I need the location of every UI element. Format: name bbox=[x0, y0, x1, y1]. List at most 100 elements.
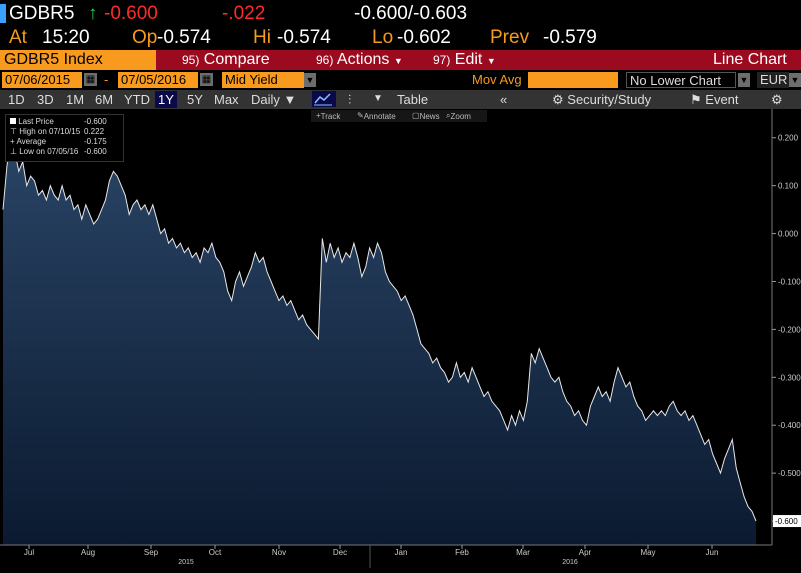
track-button[interactable]: + Track bbox=[316, 111, 341, 121]
open-label: Op bbox=[132, 27, 158, 48]
x-tick-label: Jul bbox=[24, 548, 34, 557]
annotate-label: Annotate bbox=[363, 112, 396, 121]
news-label: News bbox=[419, 112, 440, 121]
compare-label: Compare bbox=[203, 51, 270, 68]
security-study-button[interactable]: ⚙ Security/Study bbox=[552, 92, 651, 108]
chevron-down-icon[interactable]: ▼ bbox=[304, 73, 316, 87]
x-tick-label: Dec bbox=[333, 548, 347, 557]
compare-num: 95) bbox=[182, 53, 200, 67]
chevron-down-icon[interactable]: ▼ bbox=[789, 73, 801, 87]
frequency-label: Daily bbox=[251, 92, 280, 107]
start-date-field[interactable]: 07/06/2015 bbox=[2, 72, 82, 88]
legend-high: ⊤ High on 07/10/15 bbox=[10, 127, 81, 136]
net-change: -0.600 bbox=[104, 3, 158, 24]
y-tick-label: -0.400 bbox=[778, 421, 801, 430]
low-label: Low on 07/05/16 bbox=[19, 147, 79, 156]
last-value-tag bbox=[773, 515, 801, 528]
menu-bar: GDBR5 Index 95) Compare 96) Actions ▼ 97… bbox=[0, 50, 801, 70]
caret-down-icon: ▼ bbox=[393, 56, 403, 66]
quote-stats: At 15:20 Op -0.574 Hi -0.574 Lo -0.602 P… bbox=[0, 26, 801, 50]
x-tick-label: Nov bbox=[272, 548, 286, 557]
chart-type: Line Chart bbox=[713, 51, 787, 68]
caret-down-icon: ▼ bbox=[283, 92, 297, 107]
at-label: At bbox=[9, 27, 27, 48]
table-button[interactable]: Table bbox=[397, 92, 429, 107]
price-chart[interactable]: 0.200 0.100 0.000 -0.100 -0.200 -0.300 -0.400 -… bbox=[0, 109, 801, 568]
last-price-label: Last Price bbox=[18, 117, 54, 126]
field-select[interactable]: Mid Yield bbox=[222, 72, 304, 88]
prev-label: Prev bbox=[490, 27, 530, 48]
compare-button[interactable]: 95) Compare bbox=[182, 51, 270, 69]
security-label: GDBR5 Index bbox=[4, 51, 103, 68]
x-tick-label: Jan bbox=[395, 548, 408, 557]
up-arrow-icon: ↑ bbox=[88, 3, 98, 24]
range-1m[interactable]: 1M bbox=[66, 92, 85, 107]
date-bar: 07/06/2015 ▦ - 07/05/2016 ▦ Mid Yield ▼ … bbox=[0, 70, 801, 90]
range-ytd[interactable]: YTD bbox=[124, 92, 150, 107]
low-value: -0.600 bbox=[84, 147, 107, 156]
y-tick-label: 0.200 bbox=[778, 134, 799, 143]
ticker: GDBR5 bbox=[9, 3, 75, 24]
price-area bbox=[3, 133, 756, 545]
x-tick-label: Aug bbox=[81, 548, 95, 557]
x-year-label: 2016 bbox=[562, 559, 578, 566]
legend-low: ⊥ Low on 07/05/16 bbox=[10, 147, 79, 156]
range-5y[interactable]: 5Y bbox=[187, 92, 203, 107]
range-1y[interactable]: 1Y bbox=[155, 91, 177, 108]
annotate-button[interactable]: ✎ Annotate bbox=[357, 111, 396, 121]
actions-num: 96) bbox=[316, 53, 334, 67]
event-button[interactable]: ⚑ Event bbox=[690, 92, 739, 108]
news-button[interactable]: ▢ News bbox=[412, 111, 440, 121]
open-value: -0.574 bbox=[157, 27, 211, 48]
edit-button[interactable]: 97) Edit ▼ bbox=[433, 51, 496, 69]
high-value: 0.222 bbox=[84, 127, 105, 136]
zoom-label: Zoom bbox=[450, 112, 471, 121]
frequency-select[interactable]: Daily ▼ bbox=[251, 92, 296, 107]
time: 15:20 bbox=[42, 27, 90, 48]
legend-last-price: Last Price bbox=[10, 117, 54, 126]
actions-label: Actions bbox=[336, 51, 390, 68]
currency-field[interactable]: EUR bbox=[757, 72, 789, 88]
calendar-icon[interactable]: ▦ bbox=[84, 73, 97, 86]
legend-average: + Average bbox=[10, 137, 47, 146]
annotation-toolbar: + Track ✎ Annotate ▢ News ⌕ Zoom bbox=[311, 110, 487, 122]
x-tick-label: Feb bbox=[455, 548, 469, 557]
y-tick-label: 0.100 bbox=[778, 182, 799, 191]
chevron-down-icon[interactable]: ▼ bbox=[738, 73, 750, 87]
price-line bbox=[2, 132, 757, 522]
double-chevron-left-icon[interactable]: « bbox=[500, 92, 508, 107]
range-3d[interactable]: 3D bbox=[37, 92, 54, 107]
bid-ask: -0.600/-0.603 bbox=[354, 3, 468, 24]
lower-chart-select[interactable]: No Lower Chart bbox=[626, 72, 736, 88]
settings-gear-icon[interactable]: ⚙ bbox=[771, 92, 783, 107]
track-label: Track bbox=[320, 112, 341, 121]
ticker-marker bbox=[0, 4, 6, 23]
last-value-tag-label: -0.600 bbox=[775, 517, 798, 526]
caret-down-icon: ▼ bbox=[486, 56, 496, 66]
edit-label: Edit bbox=[454, 51, 483, 68]
quote-header: GDBR5 ↑ -0.600 -.022 -0.600/-0.603 bbox=[0, 0, 801, 26]
average-value: -0.175 bbox=[84, 137, 107, 146]
last-price-value: -0.600 bbox=[84, 117, 107, 126]
x-tick-label: Oct bbox=[209, 548, 222, 557]
range-max[interactable]: Max bbox=[214, 92, 239, 107]
change-small: -.022 bbox=[222, 3, 266, 24]
x-tick-label: Jun bbox=[706, 548, 719, 557]
calendar-icon[interactable]: ▦ bbox=[200, 73, 213, 86]
security-field[interactable]: GDBR5 Index bbox=[0, 50, 156, 70]
chart-svg: 0.200 0.100 0.000 -0.100 -0.200 -0.300 -0.400 -… bbox=[0, 109, 801, 568]
study-icon: ⚙ bbox=[552, 92, 564, 107]
candlestick-icon[interactable]: ⫶ bbox=[348, 92, 352, 107]
caret-down-icon[interactable]: ▼ bbox=[373, 93, 383, 104]
range-1d[interactable]: 1D bbox=[8, 92, 25, 107]
actions-button[interactable]: 96) Actions ▼ bbox=[316, 51, 403, 69]
end-date-field[interactable]: 07/05/2016 bbox=[118, 72, 198, 88]
range-6m[interactable]: 6M bbox=[95, 92, 114, 107]
zoom-button[interactable]: ⌕ Zoom bbox=[446, 111, 471, 121]
low-label: Lo bbox=[372, 27, 394, 48]
y-tick-label: -0.200 bbox=[778, 325, 801, 334]
x-tick-label: Mar bbox=[516, 548, 530, 557]
line-chart-icon[interactable] bbox=[312, 91, 336, 107]
mov-avg-field[interactable] bbox=[528, 72, 618, 88]
last-price-swatch bbox=[10, 118, 16, 124]
